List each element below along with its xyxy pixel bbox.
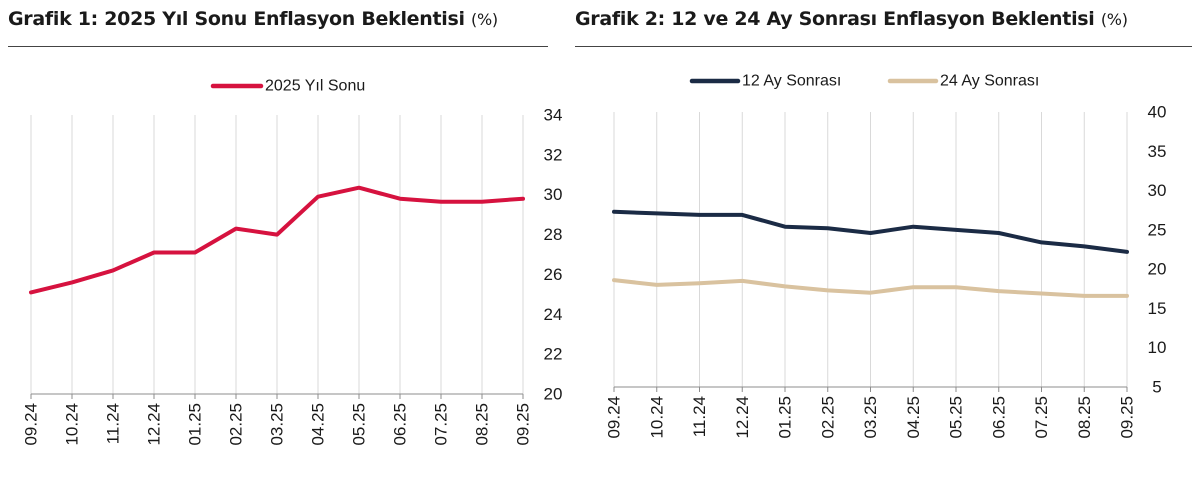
- y-tick-label-1-5: 30: [544, 185, 563, 204]
- chart-unit-1: (%): [471, 10, 498, 29]
- y-tick-label-2-2: 15: [1148, 299, 1167, 318]
- y-tick-label-1-2: 24: [544, 305, 563, 324]
- y-tick-label-1-1: 22: [544, 345, 563, 364]
- y-tick-label-2-4: 25: [1148, 220, 1167, 239]
- x-tick-label-2-8: 05.25: [947, 396, 966, 439]
- x-tick-label-1-1: 10.24: [63, 403, 82, 446]
- x-tick-label-1-10: 07.25: [432, 403, 451, 446]
- x-tick-label-2-7: 04.25: [904, 396, 923, 439]
- legend-label-2-1: 24 Ay Sonrası: [940, 73, 1039, 90]
- chart-title-1: Grafik 1: 2025 Yıl Sonu Enflasyon Beklen…: [8, 8, 498, 30]
- y-tick-label-2-5: 30: [1148, 181, 1167, 200]
- x-tick-label-1-0: 09.24: [22, 403, 41, 446]
- x-tick-label-2-12: 09.25: [1118, 396, 1137, 439]
- x-tick-label-1-3: 12.24: [145, 403, 164, 446]
- x-tick-label-2-3: 12.24: [733, 396, 752, 439]
- series-line-2-0: [612, 209, 1129, 254]
- chart-title-text-2: Grafik 2: 12 ve 24 Ay Sonrası Enflasyon …: [575, 8, 1095, 30]
- y-tick-label-1-6: 32: [544, 145, 563, 164]
- chart-title-2: Grafik 2: 12 ve 24 Ay Sonrası Enflasyon …: [575, 8, 1128, 30]
- x-tick-label-1-7: 04.25: [309, 403, 328, 446]
- x-tick-label-2-5: 02.25: [818, 396, 837, 439]
- y-tick-label-1-7: 34: [544, 106, 563, 125]
- legend-label-2-0: 12 Ay Sonrası: [742, 73, 841, 90]
- y-tick-label-2-1: 10: [1148, 338, 1167, 357]
- y-tick-label-2-3: 20: [1148, 260, 1167, 279]
- x-tick-label-1-2: 11.24: [104, 403, 123, 444]
- y-tick-label-1-0: 20: [544, 385, 563, 404]
- x-tick-label-2-0: 09.24: [605, 396, 624, 439]
- chart-unit-2: (%): [1100, 10, 1128, 29]
- x-tick-label-2-11: 08.25: [1075, 396, 1094, 439]
- x-tick-label-1-12: 09.25: [514, 403, 533, 446]
- chart-title-text-1: Grafik 1: 2025 Yıl Sonu Enflasyon Beklen…: [8, 8, 465, 30]
- x-tick-label-2-4: 01.25: [776, 396, 795, 439]
- x-tick-label-1-5: 02.25: [227, 403, 246, 446]
- series-line-1-0: [29, 185, 525, 295]
- legend-label-1-0: 2025 Yıl Sonu: [265, 78, 365, 95]
- x-tick-label-2-9: 06.25: [989, 396, 1008, 439]
- title-rule-1: [8, 46, 548, 47]
- x-tick-label-1-11: 08.25: [473, 403, 492, 446]
- x-tick-label-2-2: 11.24: [690, 396, 709, 437]
- title-rule-2: [575, 46, 1192, 47]
- y-tick-label-1-3: 26: [544, 265, 563, 284]
- x-tick-label-1-8: 05.25: [350, 403, 369, 446]
- y-tick-label-2-7: 40: [1148, 103, 1167, 122]
- x-tick-label-2-1: 10.24: [647, 396, 666, 439]
- x-tick-label-2-6: 03.25: [861, 396, 880, 439]
- y-tick-label-1-4: 28: [544, 225, 563, 244]
- x-tick-label-2-10: 07.25: [1032, 396, 1051, 439]
- x-tick-label-1-4: 01.25: [186, 403, 205, 446]
- series-line-2-1: [612, 278, 1129, 298]
- y-tick-label-2-0: 5: [1152, 378, 1161, 397]
- y-tick-label-2-6: 35: [1148, 142, 1167, 161]
- x-tick-label-1-9: 06.25: [391, 403, 410, 446]
- x-tick-label-1-6: 03.25: [268, 403, 287, 446]
